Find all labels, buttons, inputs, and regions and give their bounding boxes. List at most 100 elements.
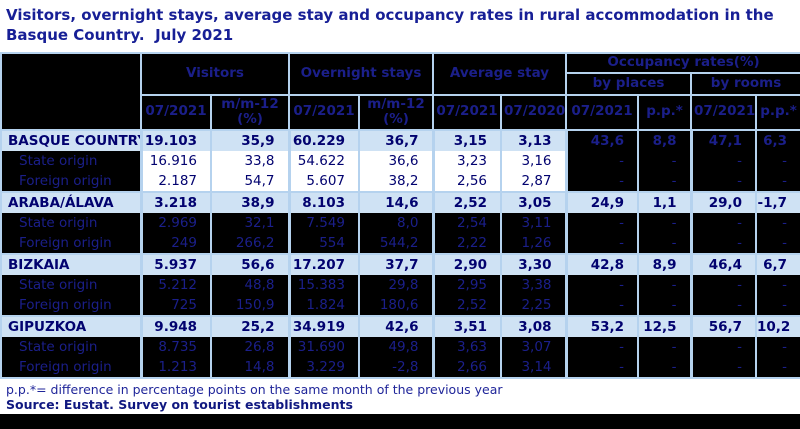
cell: 3,30 bbox=[499, 252, 568, 275]
cell: 2.187 bbox=[139, 170, 212, 192]
cell: 42,8 bbox=[564, 252, 640, 275]
cell: - bbox=[755, 274, 800, 295]
cell: 2,52 bbox=[431, 294, 502, 316]
cell: - bbox=[564, 170, 640, 192]
cell: 34.919 bbox=[287, 314, 360, 337]
cell: 24,9 bbox=[564, 190, 640, 213]
cell: 3,14 bbox=[499, 356, 568, 379]
cell: - bbox=[755, 212, 800, 233]
cell: 2,22 bbox=[431, 232, 502, 254]
col-header: m/m-12 (%) bbox=[358, 93, 434, 131]
cell: 2,95 bbox=[431, 274, 502, 295]
cell: 1,1 bbox=[637, 190, 693, 213]
col-header: 07/2021 bbox=[690, 93, 758, 131]
footnotes: p.p.*= difference in percentage points o… bbox=[0, 379, 800, 413]
cell: - bbox=[637, 274, 693, 295]
cell: 2,66 bbox=[431, 356, 502, 379]
cell: 1,26 bbox=[499, 232, 568, 254]
col-header: m/m-12 (%) bbox=[210, 93, 290, 131]
cell: 8,8 bbox=[637, 128, 693, 151]
stats-table: Visitors Overnight stays Average stay Oc… bbox=[0, 52, 800, 379]
table-row: Foreign origin 2.187 54,7 5.607 38,2 2,56 2,87… bbox=[0, 170, 800, 192]
row-label: BASQUE COUNTRY bbox=[0, 128, 142, 151]
cell: - bbox=[755, 232, 800, 254]
cell: 32,1 bbox=[210, 212, 290, 233]
cell: - bbox=[689, 336, 758, 357]
cell: 35,9 bbox=[210, 128, 290, 151]
cell: 56,7 bbox=[689, 314, 758, 337]
table-row: BIZKAIA 5.937 56,6 17.207 37,7 2,90 3,30 42,8 8,… bbox=[0, 252, 800, 275]
cell: - bbox=[564, 356, 640, 379]
cell: 8,0 bbox=[358, 212, 434, 233]
cell: 2,87 bbox=[499, 170, 568, 192]
cell: 15.383 bbox=[287, 274, 360, 295]
table-row: Foreign origin 725 150,9 1.824 180,6 2,52 2,25… bbox=[0, 294, 800, 316]
cell: 3,08 bbox=[499, 314, 568, 337]
header-row-groups: Visitors Overnight stays Average stay Oc… bbox=[0, 52, 800, 131]
row-label: Foreign origin bbox=[0, 356, 142, 379]
cell: 3,16 bbox=[499, 150, 568, 171]
table-body: BASQUE COUNTRY 19.103 35,9 60.229 36,7 3,15 3,… bbox=[0, 128, 800, 379]
cell: 38,2 bbox=[358, 170, 434, 192]
cell: 19.103 bbox=[139, 128, 212, 151]
cell: 3,11 bbox=[499, 212, 568, 233]
cell: - bbox=[755, 150, 800, 171]
cell: 36,6 bbox=[358, 150, 434, 171]
cell: 6,7 bbox=[755, 252, 800, 275]
cell: - bbox=[637, 294, 693, 316]
cell: - bbox=[689, 294, 758, 316]
cell: 1.824 bbox=[287, 294, 360, 316]
cell: 49,8 bbox=[358, 336, 434, 357]
col-header: p.p.* bbox=[637, 93, 693, 131]
table-row: State origin 5.212 48,8 15.383 29,8 2,95 3,38-… bbox=[0, 274, 800, 295]
cell: - bbox=[689, 356, 758, 379]
row-label: State origin bbox=[0, 336, 142, 357]
cell: 54.622 bbox=[287, 150, 360, 171]
cell: - bbox=[637, 356, 693, 379]
cell: 3,51 bbox=[431, 314, 502, 337]
cell: 37,7 bbox=[358, 252, 434, 275]
cell: 48,8 bbox=[210, 274, 290, 295]
cell: 3,15 bbox=[431, 128, 502, 151]
cell: - bbox=[564, 336, 640, 357]
table-row: State origin 2.969 32,1 7.549 8,0 2,54 3,11- - -… bbox=[0, 212, 800, 233]
cell: -1,7 bbox=[755, 190, 800, 213]
cell: 544,2 bbox=[358, 232, 434, 254]
pp-footnote: p.p.*= difference in percentage points o… bbox=[6, 381, 503, 397]
cell: - bbox=[637, 212, 693, 233]
cell: 5.212 bbox=[139, 274, 212, 295]
cell: 3,07 bbox=[499, 336, 568, 357]
col-header: 07/2021 bbox=[140, 93, 212, 131]
col-header: 07/2021 bbox=[288, 93, 360, 131]
row-label: Foreign origin bbox=[0, 232, 142, 254]
cell: - bbox=[564, 274, 640, 295]
cell: 2,25 bbox=[499, 294, 568, 316]
cell: 7.549 bbox=[287, 212, 360, 233]
col-header: p.p.* bbox=[755, 93, 800, 131]
cell: 33,8 bbox=[210, 150, 290, 171]
cell: 6,3 bbox=[755, 128, 800, 151]
cell: 3,05 bbox=[499, 190, 568, 213]
col-header: 07/2021 bbox=[565, 93, 640, 131]
cell: - bbox=[755, 356, 800, 379]
row-label: GIPUZKOA bbox=[0, 314, 142, 337]
cell: 16.916 bbox=[139, 150, 212, 171]
page-title: Visitors, overnight stays, average stay … bbox=[6, 6, 774, 44]
table-header: Visitors Overnight stays Average stay Oc… bbox=[0, 52, 800, 131]
bottom-black-band bbox=[0, 414, 800, 429]
cell: 8.103 bbox=[287, 190, 360, 213]
cell: 3.229 bbox=[287, 356, 360, 379]
col-header: 07/2021 bbox=[432, 93, 502, 131]
cell: 3,38 bbox=[499, 274, 568, 295]
table-row: State origin 16.916 33,8 54.622 36,6 3,23 3,16… bbox=[0, 150, 800, 171]
cell: 29,8 bbox=[358, 274, 434, 295]
cell: - bbox=[755, 170, 800, 192]
col-group-overnight-stays: Overnight stays bbox=[288, 52, 434, 96]
cell: 46,4 bbox=[689, 252, 758, 275]
cell: 150,9 bbox=[210, 294, 290, 316]
cell: - bbox=[637, 336, 693, 357]
cell: 10,2 bbox=[755, 314, 800, 337]
col-group-occupancy-rates: Occupancy rates(%) bbox=[565, 52, 800, 74]
cell: 554 bbox=[287, 232, 360, 254]
row-label: State origin bbox=[0, 150, 142, 171]
